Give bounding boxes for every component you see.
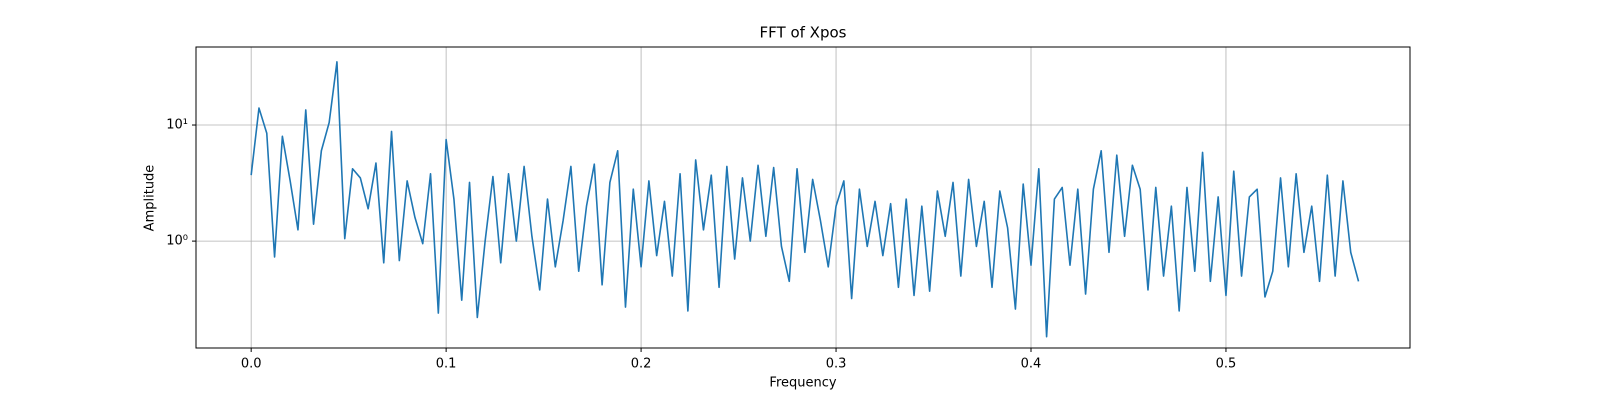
x-tick-label: 0.2 xyxy=(631,357,652,372)
x-axis-label: Frequency xyxy=(769,376,836,391)
x-tick-label: 0.1 xyxy=(436,357,457,372)
chart-title: FFT of Xpos xyxy=(760,24,847,42)
x-tick-label: 0.3 xyxy=(826,357,847,372)
x-tick-label: 0.5 xyxy=(1216,357,1237,372)
plot-frame xyxy=(195,46,1411,349)
y-axis-label: Amplitude xyxy=(143,165,158,232)
x-tick-label: 0.4 xyxy=(1021,357,1042,372)
data-line xyxy=(250,61,1360,338)
x-tick-label: 0.0 xyxy=(241,357,262,372)
y-tick-label: 10⁰ xyxy=(166,234,188,249)
y-tick-label: 10¹ xyxy=(166,118,188,133)
